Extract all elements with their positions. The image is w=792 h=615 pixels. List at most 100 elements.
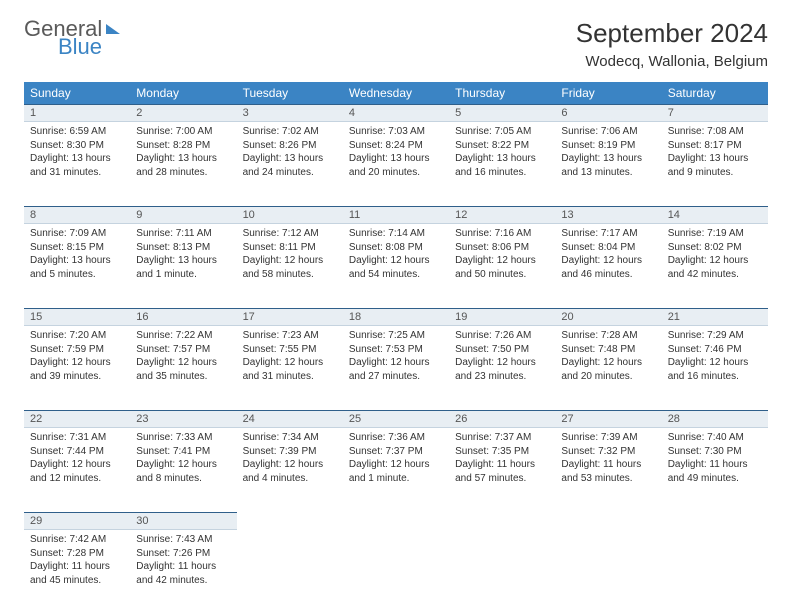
daylight-line: Daylight: 13 hours and 20 minutes.: [349, 152, 443, 179]
day-cell: Sunrise: 7:17 AMSunset: 8:04 PMDaylight:…: [555, 224, 661, 309]
day-number: 12: [449, 207, 555, 224]
empty-cell: [555, 513, 661, 530]
sunrise-line: Sunrise: 7:14 AM: [349, 227, 443, 241]
day-cell: Sunrise: 7:06 AMSunset: 8:19 PMDaylight:…: [555, 122, 661, 207]
day-number: 4: [343, 105, 449, 122]
day-number: 29: [24, 513, 130, 530]
day-content: Sunrise: 7:05 AMSunset: 8:22 PMDaylight:…: [449, 122, 555, 185]
sunset-line: Sunset: 7:35 PM: [455, 445, 549, 459]
daylight-line: Daylight: 12 hours and 35 minutes.: [136, 356, 230, 383]
sunrise-line: Sunrise: 7:23 AM: [243, 329, 337, 343]
day-cell: Sunrise: 6:59 AMSunset: 8:30 PMDaylight:…: [24, 122, 130, 207]
sunset-line: Sunset: 7:53 PM: [349, 343, 443, 357]
sunset-line: Sunset: 8:28 PM: [136, 139, 230, 153]
daylight-line: Daylight: 13 hours and 28 minutes.: [136, 152, 230, 179]
day-number: 25: [343, 411, 449, 428]
sunrise-line: Sunrise: 7:28 AM: [561, 329, 655, 343]
day-content: Sunrise: 7:36 AMSunset: 7:37 PMDaylight:…: [343, 428, 449, 491]
day-content: Sunrise: 7:29 AMSunset: 7:46 PMDaylight:…: [662, 326, 768, 389]
sunrise-line: Sunrise: 7:36 AM: [349, 431, 443, 445]
sunset-line: Sunset: 7:28 PM: [30, 547, 124, 561]
month-title: September 2024: [576, 18, 768, 49]
day-content: Sunrise: 7:43 AMSunset: 7:26 PMDaylight:…: [130, 530, 236, 593]
weekday-header: Monday: [130, 82, 236, 105]
week-content-row: Sunrise: 6:59 AMSunset: 8:30 PMDaylight:…: [24, 122, 768, 207]
daylight-line: Daylight: 12 hours and 8 minutes.: [136, 458, 230, 485]
day-content: Sunrise: 7:02 AMSunset: 8:26 PMDaylight:…: [237, 122, 343, 185]
daylight-line: Daylight: 11 hours and 57 minutes.: [455, 458, 549, 485]
logo-text-blue: Blue: [58, 36, 102, 58]
sunset-line: Sunset: 8:06 PM: [455, 241, 549, 255]
daylight-line: Daylight: 13 hours and 16 minutes.: [455, 152, 549, 179]
day-number: 6: [555, 105, 661, 122]
day-content: Sunrise: 7:12 AMSunset: 8:11 PMDaylight:…: [237, 224, 343, 287]
sunrise-line: Sunrise: 7:05 AM: [455, 125, 549, 139]
day-cell: Sunrise: 7:09 AMSunset: 8:15 PMDaylight:…: [24, 224, 130, 309]
day-number: 27: [555, 411, 661, 428]
daylight-line: Daylight: 13 hours and 9 minutes.: [668, 152, 762, 179]
day-content: Sunrise: 7:17 AMSunset: 8:04 PMDaylight:…: [555, 224, 661, 287]
sunrise-line: Sunrise: 7:17 AM: [561, 227, 655, 241]
sunset-line: Sunset: 7:55 PM: [243, 343, 337, 357]
week-content-row: Sunrise: 7:31 AMSunset: 7:44 PMDaylight:…: [24, 428, 768, 513]
sunset-line: Sunset: 7:48 PM: [561, 343, 655, 357]
sunrise-line: Sunrise: 7:09 AM: [30, 227, 124, 241]
weekday-header-row: SundayMondayTuesdayWednesdayThursdayFrid…: [24, 82, 768, 105]
day-cell: Sunrise: 7:16 AMSunset: 8:06 PMDaylight:…: [449, 224, 555, 309]
header: General Blue September 2024 Wodecq, Wall…: [24, 18, 768, 70]
sunset-line: Sunset: 7:46 PM: [668, 343, 762, 357]
sunset-line: Sunset: 8:04 PM: [561, 241, 655, 255]
sunset-line: Sunset: 8:19 PM: [561, 139, 655, 153]
sunrise-line: Sunrise: 7:25 AM: [349, 329, 443, 343]
sunrise-line: Sunrise: 7:42 AM: [30, 533, 124, 547]
day-content: Sunrise: 7:03 AMSunset: 8:24 PMDaylight:…: [343, 122, 449, 185]
day-content: Sunrise: 6:59 AMSunset: 8:30 PMDaylight:…: [24, 122, 130, 185]
day-cell: Sunrise: 7:23 AMSunset: 7:55 PMDaylight:…: [237, 326, 343, 411]
sunrise-line: Sunrise: 7:39 AM: [561, 431, 655, 445]
day-cell: Sunrise: 7:40 AMSunset: 7:30 PMDaylight:…: [662, 428, 768, 513]
empty-cell: [449, 530, 555, 615]
day-content: Sunrise: 7:20 AMSunset: 7:59 PMDaylight:…: [24, 326, 130, 389]
empty-cell: [662, 513, 768, 530]
sunrise-line: Sunrise: 7:20 AM: [30, 329, 124, 343]
sunrise-line: Sunrise: 7:37 AM: [455, 431, 549, 445]
day-cell: Sunrise: 7:14 AMSunset: 8:08 PMDaylight:…: [343, 224, 449, 309]
daylight-line: Daylight: 12 hours and 46 minutes.: [561, 254, 655, 281]
day-number: 2: [130, 105, 236, 122]
sunset-line: Sunset: 7:59 PM: [30, 343, 124, 357]
weekday-header: Sunday: [24, 82, 130, 105]
logo-triangle-icon: [106, 24, 120, 34]
sunrise-line: Sunrise: 7:40 AM: [668, 431, 762, 445]
day-content: Sunrise: 7:40 AMSunset: 7:30 PMDaylight:…: [662, 428, 768, 491]
day-number: 8: [24, 207, 130, 224]
day-content: Sunrise: 7:31 AMSunset: 7:44 PMDaylight:…: [24, 428, 130, 491]
empty-cell: [662, 530, 768, 615]
sunrise-line: Sunrise: 7:26 AM: [455, 329, 549, 343]
day-content: Sunrise: 7:33 AMSunset: 7:41 PMDaylight:…: [130, 428, 236, 491]
day-cell: Sunrise: 7:02 AMSunset: 8:26 PMDaylight:…: [237, 122, 343, 207]
daylight-line: Daylight: 13 hours and 13 minutes.: [561, 152, 655, 179]
sunrise-line: Sunrise: 7:03 AM: [349, 125, 443, 139]
sunrise-line: Sunrise: 7:02 AM: [243, 125, 337, 139]
location-text: Wodecq, Wallonia, Belgium: [576, 53, 768, 70]
day-number: 19: [449, 309, 555, 326]
sunrise-line: Sunrise: 7:08 AM: [668, 125, 762, 139]
sunset-line: Sunset: 8:22 PM: [455, 139, 549, 153]
sunrise-line: Sunrise: 7:06 AM: [561, 125, 655, 139]
daylight-line: Daylight: 12 hours and 39 minutes.: [30, 356, 124, 383]
sunset-line: Sunset: 7:26 PM: [136, 547, 230, 561]
sunrise-line: Sunrise: 7:11 AM: [136, 227, 230, 241]
day-content: Sunrise: 7:39 AMSunset: 7:32 PMDaylight:…: [555, 428, 661, 491]
day-content: Sunrise: 7:37 AMSunset: 7:35 PMDaylight:…: [449, 428, 555, 491]
day-cell: Sunrise: 7:12 AMSunset: 8:11 PMDaylight:…: [237, 224, 343, 309]
empty-cell: [555, 530, 661, 615]
week-number-row: 22232425262728: [24, 411, 768, 428]
day-content: Sunrise: 7:34 AMSunset: 7:39 PMDaylight:…: [237, 428, 343, 491]
sunrise-line: Sunrise: 7:00 AM: [136, 125, 230, 139]
day-number: 22: [24, 411, 130, 428]
day-cell: Sunrise: 7:00 AMSunset: 8:28 PMDaylight:…: [130, 122, 236, 207]
day-number: 13: [555, 207, 661, 224]
daylight-line: Daylight: 13 hours and 31 minutes.: [30, 152, 124, 179]
daylight-line: Daylight: 11 hours and 53 minutes.: [561, 458, 655, 485]
empty-cell: [237, 530, 343, 615]
